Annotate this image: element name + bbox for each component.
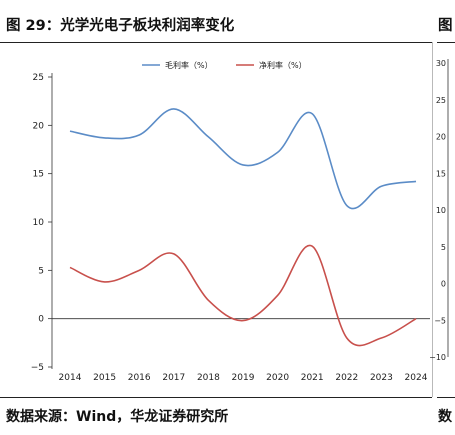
series-layer [69, 108, 417, 347]
legend-label: 净利率（%） [259, 60, 307, 70]
side-y-tick-label: 10 [436, 206, 446, 215]
side-figure-title: 图 [438, 18, 453, 34]
bottom-rule [0, 397, 432, 398]
source-note: 数据来源：Wind，华龙证券研究所 [6, 409, 229, 425]
y-tick-label: −5 [31, 363, 44, 373]
y-tick-label: 25 [33, 73, 44, 83]
x-tick-label: 2024 [405, 373, 428, 383]
gross-margin-line [69, 108, 417, 210]
x-tick-label: 2015 [93, 373, 116, 383]
net-margin-line [69, 244, 417, 347]
x-tick-label: 2018 [197, 373, 220, 383]
figure-title: 图 29：光学光电子板块利润率变化 [6, 18, 235, 34]
side-y-tick-label: 0 [441, 280, 446, 289]
legend-label: 毛利率（%） [165, 60, 213, 70]
side-y-tick-label: −10 [429, 353, 446, 362]
y-tick-label: 15 [33, 170, 44, 180]
side-source-note: 数 [438, 409, 452, 425]
side-y-tick-label: 15 [436, 169, 446, 178]
x-tick-label: 2021 [301, 373, 324, 383]
x-tick-label: 2020 [266, 373, 289, 383]
x-tick-label: 2023 [370, 373, 393, 383]
y-tick-label: 20 [33, 121, 45, 131]
side-y-tick-label: 30 [436, 59, 446, 68]
panel-separator [432, 42, 433, 397]
side-y-tick-label: 25 [436, 96, 446, 105]
side-bottom-rule [437, 397, 455, 398]
x-tick-label: 2014 [59, 373, 82, 383]
top-rule [0, 42, 432, 43]
side-y-tick-label: 5 [441, 243, 446, 252]
y-tick-label: 5 [38, 266, 44, 276]
y-tick-label: 0 [38, 315, 44, 325]
axes: −5 0 5 10 15 20 25 2014 2015 2016 2017 2018 2019 2020… [31, 73, 430, 383]
side-panel-axis: 30 25 20 15 10 5 0 −5 −10 [429, 59, 449, 362]
y-tick-label: 10 [33, 218, 45, 228]
x-tick-label: 2017 [162, 373, 185, 383]
legend: 毛利率（%） 净利率（%） [142, 60, 307, 70]
x-tick-label: 2019 [232, 373, 255, 383]
side-top-rule [437, 42, 455, 43]
x-tick-label: 2016 [128, 373, 151, 383]
side-y-tick-label: 20 [436, 133, 446, 142]
x-tick-label: 2022 [335, 373, 358, 383]
side-y-tick-label: −5 [434, 316, 446, 325]
